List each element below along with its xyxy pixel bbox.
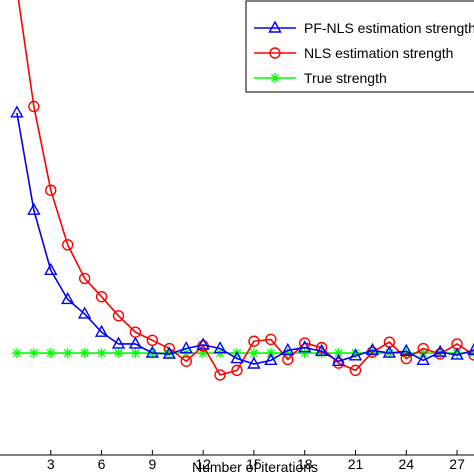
data-point xyxy=(416,352,430,366)
legend-label: NLS estimation strength xyxy=(304,45,453,61)
x-tick-label: 21 xyxy=(348,456,364,472)
data-point xyxy=(282,348,293,359)
data-point xyxy=(130,348,141,359)
series-triangle xyxy=(10,105,474,369)
data-point xyxy=(248,335,260,347)
data-point xyxy=(452,348,463,359)
data-point xyxy=(281,342,295,356)
data-point xyxy=(61,291,75,305)
data-point xyxy=(196,337,210,350)
data-point xyxy=(314,343,329,356)
data-point xyxy=(331,353,346,366)
data-point xyxy=(433,344,447,357)
data-point xyxy=(349,364,362,377)
data-point xyxy=(231,364,243,377)
data-point xyxy=(214,369,226,381)
legend-swatch-marker xyxy=(270,73,280,83)
data-point xyxy=(247,356,261,369)
x-tick-label: 3 xyxy=(47,456,55,472)
data-point xyxy=(162,346,176,359)
data-point xyxy=(62,348,73,359)
data-point xyxy=(198,348,209,359)
legend-entries: PF-NLS estimation strength NLS estimation… xyxy=(254,20,474,86)
data-point xyxy=(315,341,328,354)
data-point xyxy=(399,343,413,356)
data-point xyxy=(28,100,40,113)
legend-entry: True strength xyxy=(254,70,387,86)
data-point xyxy=(450,347,464,360)
data-point xyxy=(145,345,160,358)
data-point xyxy=(248,348,259,359)
x-tick-label: 18 xyxy=(297,456,313,472)
x-tick-label: 24 xyxy=(398,456,414,472)
data-point xyxy=(95,290,108,303)
data-point xyxy=(365,342,380,356)
data-point xyxy=(45,348,56,359)
data-point xyxy=(79,348,90,359)
legend-swatch-marker xyxy=(268,20,282,33)
legend-box xyxy=(245,0,474,93)
x-tick-label: 15 xyxy=(246,456,262,472)
data-point xyxy=(467,342,474,356)
data-point xyxy=(78,272,91,285)
tick-layer: 3 6 9 12 15 18 21 24 27 xyxy=(47,450,465,472)
data-point xyxy=(299,348,310,359)
legend-entry: NLS estimation strength xyxy=(254,45,453,61)
data-point xyxy=(113,348,124,359)
data-point xyxy=(27,202,41,215)
x-tick-label: 12 xyxy=(195,456,211,472)
legend-entry: PF-NLS estimation strength xyxy=(254,20,474,36)
data-point xyxy=(44,262,58,275)
data-point xyxy=(264,352,278,366)
data-point xyxy=(77,306,92,319)
data-point xyxy=(96,348,107,359)
data-point xyxy=(400,352,412,365)
data-point xyxy=(112,310,125,322)
x-axis-label: Number of iterations xyxy=(192,459,318,474)
legend-label: PF-NLS estimation strength xyxy=(304,20,474,36)
data-point xyxy=(333,348,344,359)
data-point xyxy=(348,348,363,361)
series-line xyxy=(16,112,474,365)
series-layer xyxy=(10,0,474,381)
data-point xyxy=(146,334,159,347)
data-point xyxy=(382,345,397,358)
data-point xyxy=(111,336,126,349)
legend-swatch-marker xyxy=(269,47,281,59)
data-point xyxy=(265,333,277,346)
x-tick-label: 27 xyxy=(449,456,465,472)
legend-label: True strength xyxy=(304,70,387,86)
data-point xyxy=(213,341,227,354)
data-point xyxy=(10,105,24,118)
data-point xyxy=(11,348,22,359)
data-point xyxy=(179,341,193,354)
legend: PF-NLS estimation strength NLS estimation… xyxy=(245,0,474,93)
data-point xyxy=(94,324,109,337)
x-tick-label: 6 xyxy=(98,456,106,472)
data-point xyxy=(128,336,143,349)
x-tick-label: 9 xyxy=(148,456,156,472)
data-point xyxy=(350,348,361,359)
data-point xyxy=(28,348,39,359)
data-point xyxy=(230,351,244,364)
series-line xyxy=(17,0,474,376)
data-point xyxy=(45,184,57,196)
data-point xyxy=(298,340,312,353)
data-point xyxy=(62,239,74,251)
data-point xyxy=(180,355,192,367)
